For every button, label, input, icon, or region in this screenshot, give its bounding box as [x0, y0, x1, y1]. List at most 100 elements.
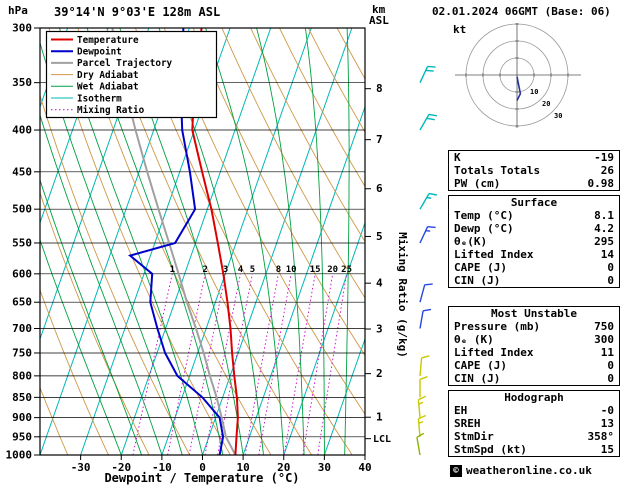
svg-text:550: 550	[12, 236, 32, 249]
svg-text:-20: -20	[111, 461, 131, 474]
svg-text:4: 4	[376, 277, 383, 290]
stat-row: StmDir 358°	[449, 430, 619, 443]
stat-value: 13	[600, 417, 614, 430]
stat-value: 0	[607, 372, 614, 385]
hodograph-plot: 10 20 30	[455, 23, 581, 128]
svg-text:10: 10	[530, 88, 538, 96]
stat-label: Lifted Index	[454, 248, 534, 261]
hodograph: kt 10 20 30	[453, 23, 581, 128]
svg-text:7: 7	[376, 133, 383, 146]
svg-text:-10: -10	[152, 461, 172, 474]
dewpoint-curve	[127, 28, 225, 455]
stat-value: 15	[600, 443, 614, 456]
svg-text:1: 1	[170, 265, 175, 275]
svg-text:3: 3	[376, 323, 383, 336]
stat-row: CAPE (J) 0	[449, 359, 619, 372]
svg-text:40: 40	[358, 461, 371, 474]
stat-value: 0	[607, 274, 614, 287]
lcl-label: LCL	[373, 434, 391, 445]
stat-row: Totals Totals 26	[449, 164, 619, 177]
svg-text:5: 5	[250, 265, 255, 275]
svg-text:600: 600	[12, 267, 32, 280]
stats-panel: K -19 Totals Totals 26 PW (cm) 0.98 Surface…	[448, 150, 620, 461]
most-unstable-box-title: Most Unstable	[490, 307, 578, 320]
svg-text:750: 750	[12, 346, 32, 359]
stat-label: Lifted Index	[454, 346, 534, 359]
svg-text:700: 700	[12, 322, 32, 335]
hodograph-trace	[516, 76, 522, 101]
stat-value: 295	[594, 235, 614, 248]
stat-row: θₑ (K) 300	[449, 333, 619, 346]
svg-text:800: 800	[12, 369, 32, 382]
svg-text:10: 10	[286, 265, 297, 275]
svg-text:-30: -30	[71, 461, 91, 474]
parcel-trajectory-curve	[111, 28, 237, 455]
svg-text:30: 30	[318, 461, 331, 474]
stat-row: Lifted Index 14	[449, 248, 619, 261]
stat-value: 0	[607, 261, 614, 274]
stat-row: EH -0	[449, 404, 619, 417]
svg-text:5: 5	[376, 230, 383, 243]
wind-barb	[419, 355, 430, 376]
svg-text:Mixing Ratio: Mixing Ratio	[77, 105, 145, 116]
svg-text:3: 3	[223, 265, 228, 275]
stat-value: -19	[594, 151, 614, 164]
stat-label: CIN (J)	[454, 372, 501, 385]
svg-text:10: 10	[237, 461, 250, 474]
hodograph-unit-label: kt	[453, 23, 466, 36]
svg-text:20: 20	[277, 461, 290, 474]
temperature-curve	[191, 28, 239, 455]
x-axis-label: Dewpoint / Temperature (°C)	[104, 471, 299, 485]
svg-text:650: 650	[12, 296, 32, 309]
stat-label: Pressure (mb)	[454, 320, 541, 333]
stat-row: K -19	[449, 151, 619, 164]
axes-ticks-labels: 3003504004505005506006507007508008509009…	[6, 22, 384, 475]
wind-barb	[419, 308, 432, 329]
stat-label: θₑ (K)	[454, 333, 494, 346]
wind-barb	[417, 414, 426, 437]
stat-row: Temp (°C) 8.1	[449, 209, 619, 222]
wind-barb	[416, 432, 425, 456]
stat-label: StmDir	[454, 430, 494, 443]
stat-row: CIN (J) 0	[449, 274, 619, 287]
wind-barb	[419, 226, 436, 244]
wind-barb	[419, 283, 433, 303]
datetime-title: 02.01.2024 06GMT (Base: 06)	[432, 5, 611, 18]
svg-text:2: 2	[376, 367, 383, 380]
svg-text:1000: 1000	[6, 449, 33, 462]
stat-row: PW (cm) 0.98	[449, 177, 619, 190]
stat-label: StmSpd (kt)	[454, 443, 527, 456]
stat-value: 358°	[587, 430, 615, 443]
stat-value: 26	[600, 164, 614, 177]
stat-label: CIN (J)	[454, 274, 501, 287]
stat-label: Totals Totals	[454, 164, 541, 177]
svg-text:Wet Adiabat: Wet Adiabat	[77, 82, 139, 93]
stat-label: CAPE (J)	[454, 261, 507, 274]
stat-label: Dewp (°C)	[454, 222, 514, 235]
svg-text:8: 8	[376, 82, 383, 95]
stat-row: Dewp (°C) 4.2	[449, 222, 619, 235]
copyright-icon: ©	[450, 464, 462, 477]
most-unstable-box: Most Unstable Pressure (mb) 750 θₑ (K) 300…	[448, 306, 620, 386]
stat-label: SREH	[454, 417, 481, 430]
stat-label: CAPE (J)	[454, 359, 507, 372]
stat-row: θₑ(K) 295	[449, 235, 619, 248]
stat-value: 0.98	[587, 177, 615, 190]
wind-barb	[417, 395, 426, 418]
station-title: 39°14'N 9°03'E 128m ASL	[54, 5, 221, 19]
stat-value: 300	[594, 333, 614, 346]
svg-text:6: 6	[376, 182, 383, 195]
stat-value: 11	[600, 346, 614, 359]
svg-text:15: 15	[310, 265, 321, 275]
stat-row: CAPE (J) 0	[449, 261, 619, 274]
svg-text:300: 300	[12, 22, 32, 35]
svg-text:Parcel Trajectory: Parcel Trajectory	[77, 58, 173, 69]
svg-text:450: 450	[12, 165, 32, 178]
stat-row: Pressure (mb) 750	[449, 320, 619, 333]
stat-row: SREH 13	[449, 417, 619, 430]
km-axis-label: km	[372, 3, 386, 16]
wind-barbs	[416, 65, 438, 456]
stat-value: 14	[600, 248, 614, 261]
